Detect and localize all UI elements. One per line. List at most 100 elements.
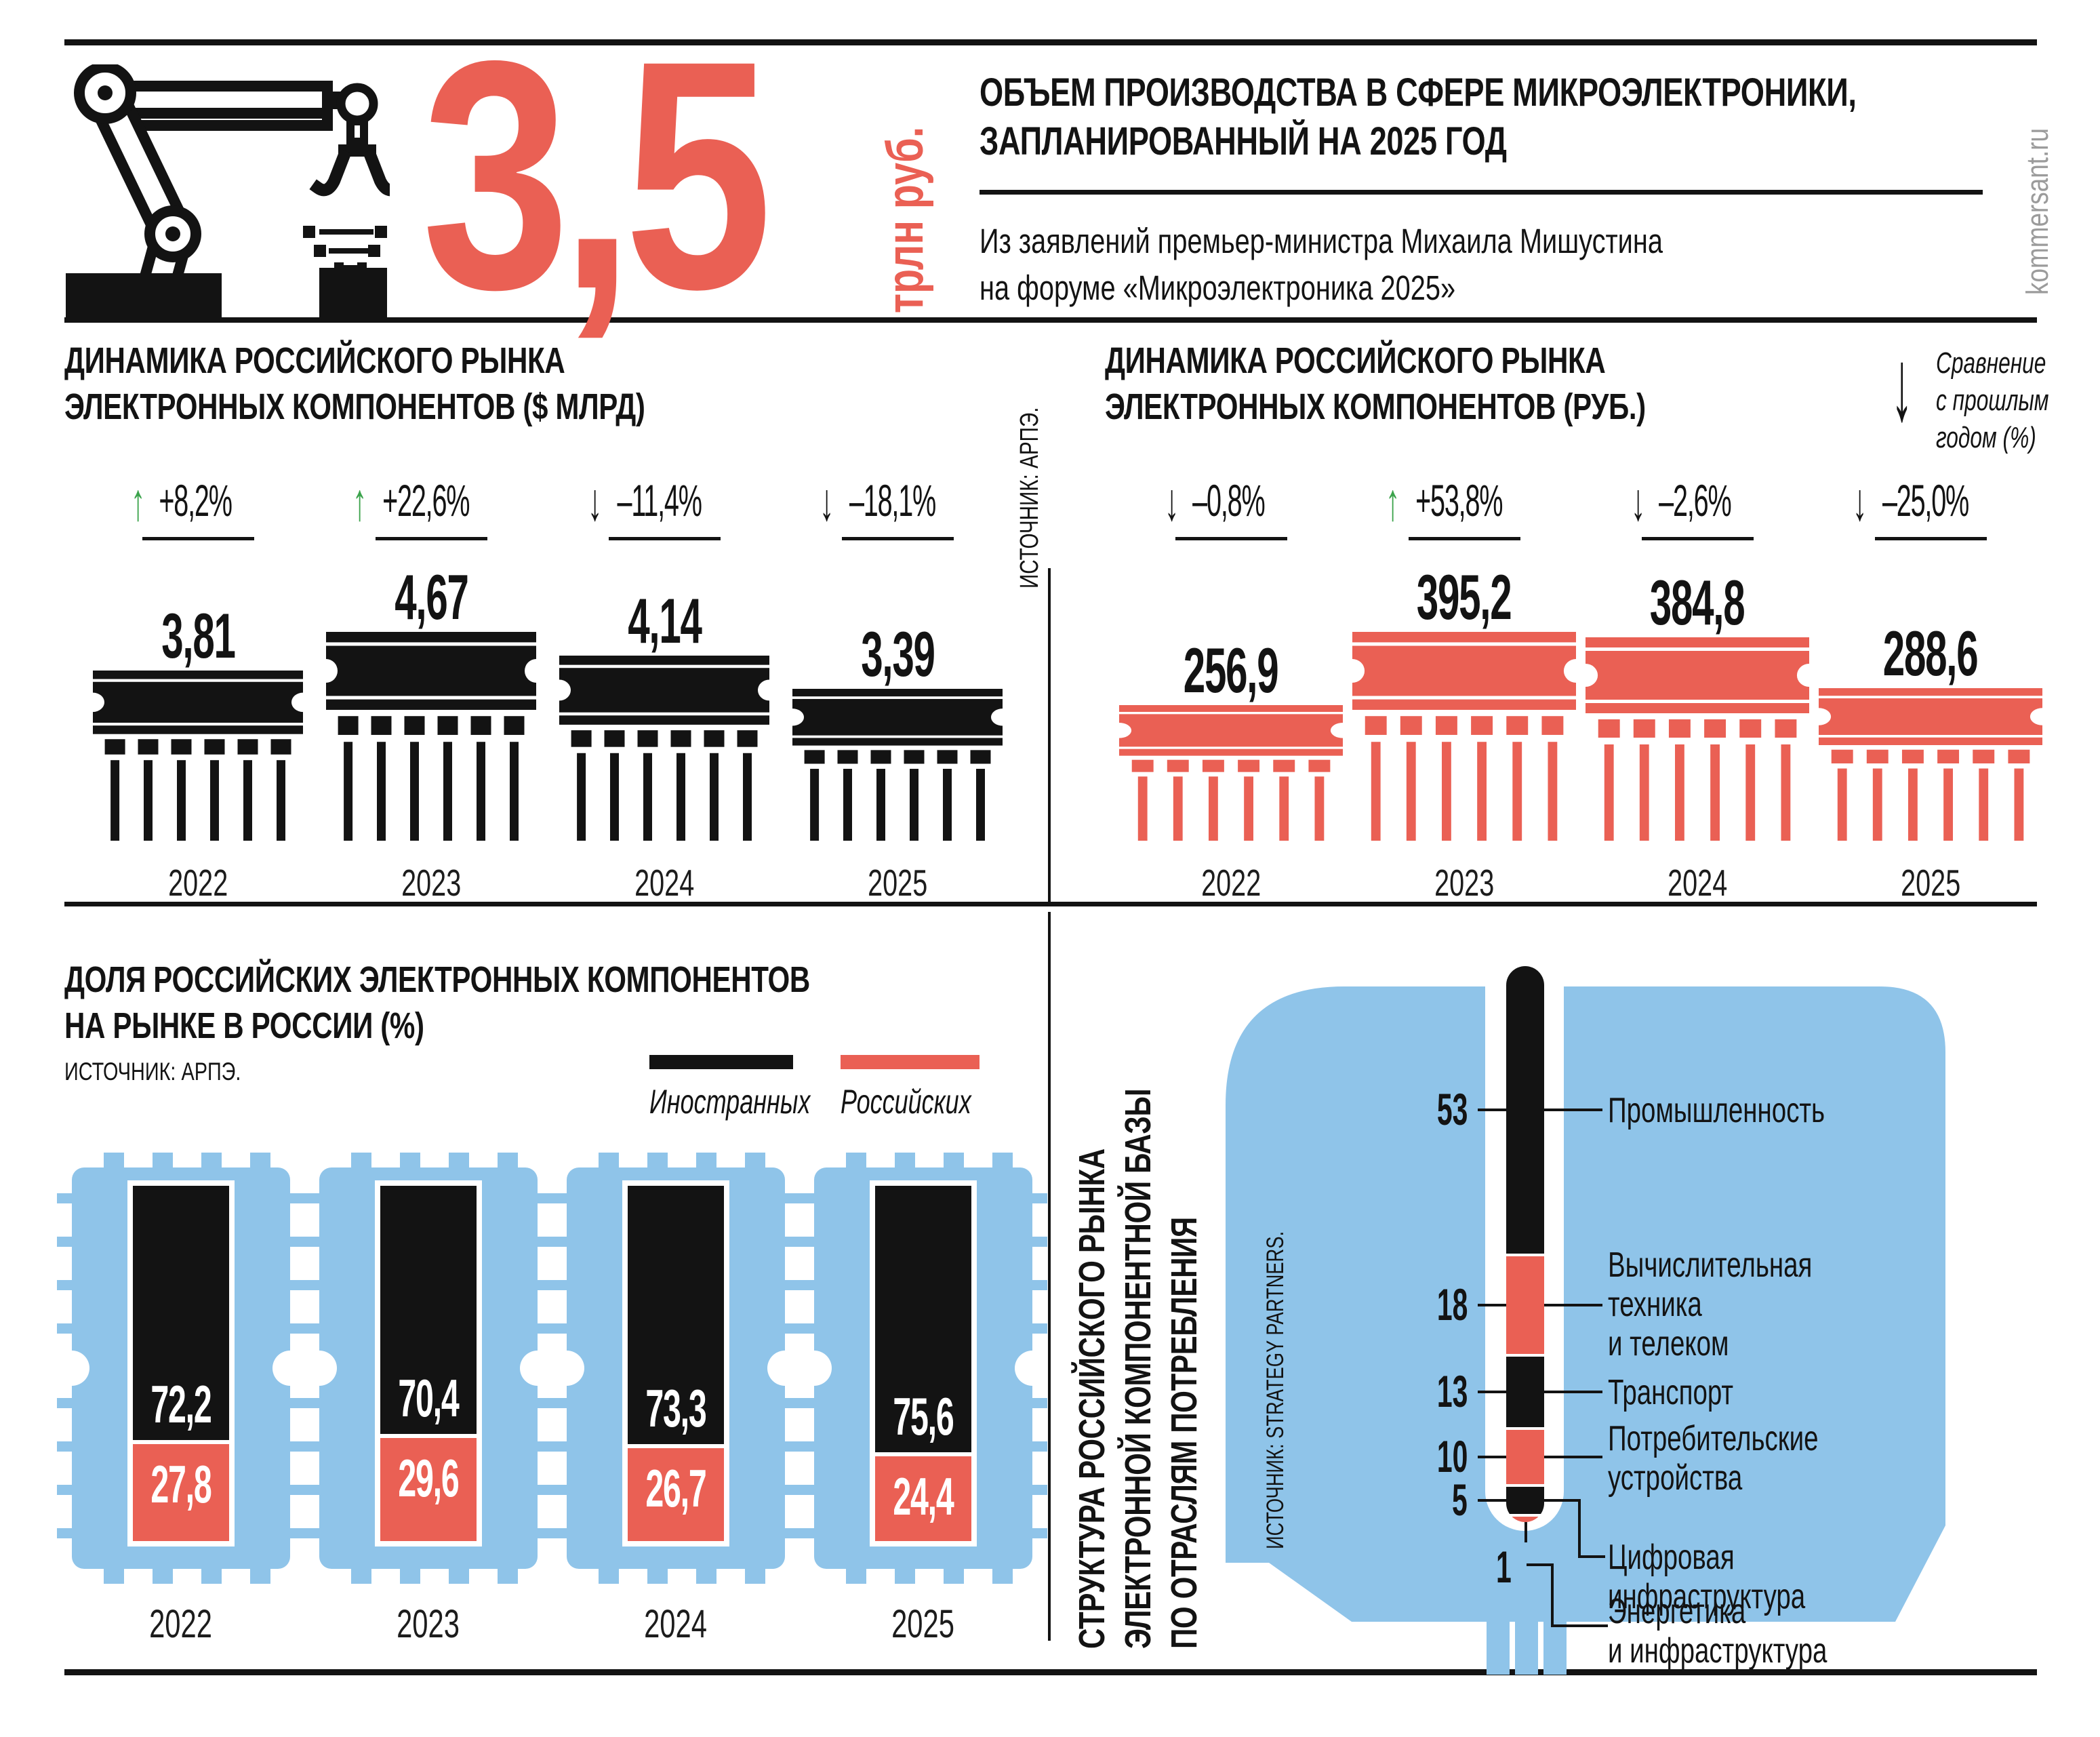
share-russian-value-2024: 26,7 [645,1458,706,1518]
year-label-usd-2025: 2025 [867,862,928,904]
segment-1 [1506,1517,1544,1522]
change-label-rub-2022: ↓ –0,8% [1129,473,1333,540]
chip-bar [81,671,315,841]
chart-structure-title: СТРУКТУРА РОССИЙСКОГО РЫНКА ЭЛЕКТРОННОЙ … [1072,910,1212,1649]
source-strategy-partners: ИСТОЧНИК: STRATEGY PARTNERS. [1262,1231,1289,1549]
segment-name-3: Транспорт [1608,1373,1734,1412]
share-russian-value-2025: 24,4 [893,1466,954,1526]
arrow-up-icon: ↑ [1385,472,1400,532]
chip-bar [315,632,548,841]
share-year-2023: 2023 [397,1602,460,1646]
chart-share-title-line2: НА РЫНКЕ В РОССИИ (%) [64,1005,424,1046]
divider-bottom-vertical [1048,912,1051,1641]
chip-outline [549,1153,803,1584]
share-year-2025: 2025 [891,1602,955,1646]
change-label-usd-2022: ↑ +8,2% [96,473,300,540]
chart-usd-title: ДИНАМИКА РОССИЙСКОГО РЫНКА ЭЛЕКТРОННЫХ К… [64,342,809,435]
leader-one-h2 [1551,1624,1608,1627]
leader-right-18 [1544,1304,1602,1306]
segment-number-53: 53 [1436,1084,1468,1134]
change-label-usd-2025: ↓ –18,1% [796,473,999,540]
share-chip-2025 [796,1153,1050,1587]
chip-schematic-icon [303,226,387,272]
legend-label-foreign: Иностранных [649,1083,811,1121]
leader-right-13 [1544,1391,1602,1393]
structure-title-line3: ПО ОТРАСЛЯМ ПОТРЕБЛЕНИЯ [1164,1217,1205,1649]
legend-swatch-foreign [649,1055,793,1069]
change-underline [608,537,721,540]
leader-right-10 [1544,1456,1602,1458]
leader-right-53 [1544,1109,1602,1111]
value-label-usd-2023: 4,67 [394,561,469,633]
leader-digital-h1 [1544,1499,1581,1502]
value-label-rub-2025: 288,6 [1883,618,1979,689]
header-title-line2: ЗАПЛАНИРОВАННЫЙ НА 2025 ГОД [980,119,1507,163]
change-label-usd-2023: ↑ +22,6% [329,473,533,540]
share-chip-2023 [302,1153,555,1587]
leader-one-drop [1524,1522,1527,1542]
source-arpe-bottom: ИСТОЧНИК: АРПЭ. [64,1058,241,1085]
value-label-rub-2024: 384,8 [1650,567,1745,638]
arrow-down-icon: ↓ [1164,472,1179,532]
change-underline [375,537,487,540]
leader-one-h1 [1527,1563,1554,1566]
header-subtitle-line1: Из заявлений премьер-министра Михаила Ми… [980,222,1663,260]
arrow-down-icon: ↓ [1852,472,1866,532]
brand-url[interactable]: kommersant.ru [2020,127,2055,295]
change-underline [1175,537,1287,540]
year-label-rub-2022: 2022 [1200,862,1261,904]
share-foreign-value-2022: 72,2 [150,1374,211,1434]
chart-rub-title-line1: ДИНАМИКА РОССИЙСКОГО РЫНКА [1105,340,1606,381]
leader-left-10 [1478,1456,1509,1458]
chip-usd-2022 [81,671,315,844]
chart-usd-title-line1: ДИНАМИКА РОССИЙСКОГО РЫНКА [64,340,565,381]
change-label-rub-2023: ↑ +53,8% [1362,473,1566,540]
change-label-rub-2025: ↓ –25,0% [1829,473,2032,540]
chip-bar [1573,637,1822,841]
share-foreign-value-2024: 73,3 [645,1378,706,1438]
year-label-usd-2022: 2022 [167,862,228,904]
chart-share-title: ДОЛЯ РОССИЙСКИХ ЭЛЕКТРОННЫХ КОМПОНЕНТОВ … [64,961,1020,1054]
legend-note-line2: с прошлым [1936,384,2049,417]
leader-digital-h2 [1578,1555,1605,1558]
share-russian-value-2022: 27,8 [150,1454,211,1514]
rule-top [64,39,2037,45]
big-number: 3,5 [422,0,773,357]
header-title: ОБЪЕМ ПРОИЗВОДСТВА В СФЕРЕ МИКРОЭЛЕКТРОН… [980,73,2100,171]
chip-rub-2022 [1106,705,1356,844]
legend-note-line3: годом (%) [1936,421,2036,454]
year-label-usd-2024: 2024 [634,862,695,904]
source-arpe-vertical: ИСТОЧНИК: АРПЭ. [1015,407,1044,588]
leader-left-5 [1478,1499,1509,1502]
segment-5 [1506,1487,1544,1514]
chip-outline [54,1153,308,1584]
leader-left-13 [1478,1391,1509,1393]
segment-name-5: Цифровая инфраструктура [1608,1538,1806,1616]
rule-footer [64,1669,2037,1675]
change-value: +53,8% [1415,475,1503,525]
change-underline [1408,537,1520,540]
share-year-2022: 2022 [149,1602,213,1646]
chip-usd-2025 [781,689,1014,844]
chip-rub-2023 [1339,632,1589,844]
segment-53 [1506,966,1544,1254]
chip-bar [1339,632,1589,841]
legend-label-russian: Российских [841,1083,971,1121]
year-label-rub-2023: 2023 [1434,862,1495,904]
change-value: –2,6% [1659,475,1731,525]
chip-bar [1106,705,1356,841]
share-russian-value-2023: 29,6 [398,1448,459,1508]
chip-bar [1806,688,2055,841]
chip-bar [548,656,781,841]
value-label-usd-2022: 3,81 [161,600,236,671]
divider-mid-vertical [1048,568,1051,903]
change-value: +22,6% [382,475,470,525]
chip-usd-2024 [548,656,781,844]
legend-compare-note: Сравнение с прошлым годом (%) [1936,344,2093,456]
change-underline [1641,537,1754,540]
change-underline [1874,537,1987,540]
chart-rub-title: ДИНАМИКА РОССИЙСКОГО РЫНКА ЭЛЕКТРОННЫХ К… [1105,342,1798,435]
leader-left-53 [1478,1109,1509,1111]
leader-left-18 [1478,1304,1509,1306]
